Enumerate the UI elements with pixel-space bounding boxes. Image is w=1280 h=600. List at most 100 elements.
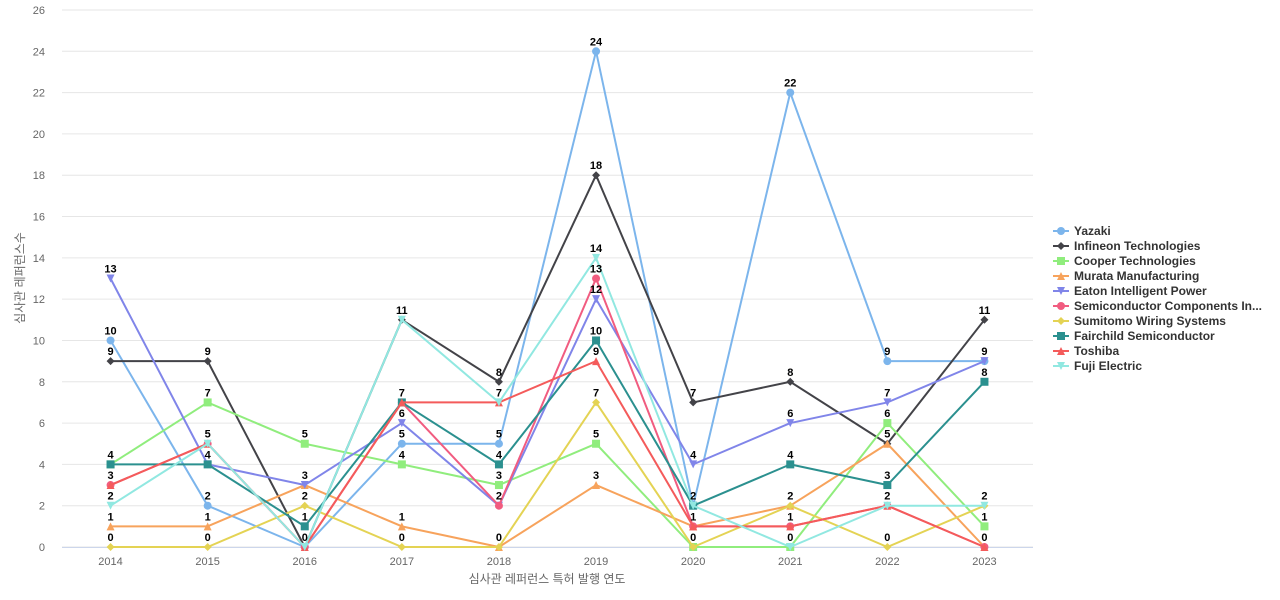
data-label: 11: [979, 305, 991, 317]
data-point: [592, 47, 601, 56]
data-point: [883, 439, 892, 448]
data-point: [689, 543, 698, 551]
data-point: [203, 439, 212, 448]
data-point: [592, 295, 601, 304]
legend-item[interactable]: Infineon Technologies: [1053, 239, 1201, 253]
data-label: 7: [399, 387, 405, 399]
data-point: [786, 419, 795, 428]
legend-item[interactable]: Fuji Electric: [1053, 359, 1142, 373]
data-label: 2: [107, 491, 113, 503]
data-point: [397, 439, 406, 448]
legend-label: Murata Manufacturing: [1074, 269, 1199, 283]
data-label: 2: [302, 491, 308, 503]
data-point: [980, 501, 989, 510]
data-label: 0: [399, 532, 405, 544]
data-point: [592, 439, 601, 448]
data-label: 1: [205, 511, 211, 523]
data-point: [106, 481, 115, 490]
series-toshiba[interactable]: [106, 357, 989, 551]
data-label: 7: [884, 387, 890, 399]
data-label: 1: [690, 511, 696, 523]
data-label: 2: [884, 491, 890, 503]
data-label: 12: [590, 284, 602, 296]
x-axis-title: 심사관 레퍼런스 특허 발행 연도: [469, 571, 626, 586]
series-fuji-electric[interactable]: [106, 253, 989, 551]
x-tick-label: 2018: [487, 556, 511, 568]
data-point: [592, 398, 601, 407]
data-label: 4: [205, 449, 212, 461]
data-label: 7: [593, 387, 599, 399]
data-point: [786, 522, 795, 531]
data-label: 22: [784, 78, 796, 90]
data-point: [592, 274, 601, 283]
data-point: [106, 460, 115, 469]
series-line: [110, 339, 986, 528]
y-tick-label: 26: [33, 5, 45, 17]
data-label: 4: [496, 449, 503, 461]
y-tick-label: 12: [33, 294, 45, 306]
data-point: [300, 439, 309, 448]
data-label: 18: [590, 160, 602, 172]
data-label: 8: [787, 367, 793, 379]
legend-item[interactable]: Fairchild Semiconductor: [1053, 329, 1215, 343]
data-label: 3: [107, 470, 113, 482]
data-point: [203, 543, 212, 551]
data-point: [397, 398, 406, 407]
data-label: 0: [205, 532, 211, 544]
data-label: 3: [302, 470, 308, 482]
data-label: 7: [205, 387, 211, 399]
data-point: [786, 501, 795, 510]
legend-item[interactable]: Eaton Intelligent Power: [1053, 284, 1207, 298]
data-label: 10: [104, 325, 116, 337]
legend-marker: [1057, 302, 1065, 310]
series-semiconductor-components-in[interactable]: [106, 274, 989, 552]
legend-item[interactable]: Murata Manufacturing: [1053, 269, 1199, 283]
legend-item[interactable]: Toshiba: [1053, 344, 1119, 358]
data-label: 9: [884, 346, 890, 358]
data-label: 9: [593, 346, 599, 358]
data-point: [689, 460, 698, 469]
data-point: [494, 481, 503, 490]
data-point: [397, 460, 406, 469]
legend-label: Fairchild Semiconductor: [1074, 329, 1215, 343]
data-point: [397, 315, 406, 324]
legend-item[interactable]: Sumitomo Wiring Systems: [1053, 314, 1226, 328]
data-point: [883, 419, 892, 428]
data-point: [494, 543, 503, 551]
data-point: [397, 543, 406, 551]
data-point: [786, 88, 795, 97]
data-label: 7: [496, 387, 502, 399]
data-point: [592, 336, 601, 345]
data-label: 2: [981, 491, 987, 503]
data-point: [300, 481, 309, 490]
x-tick-label: 2019: [584, 556, 608, 568]
data-label: 11: [396, 305, 408, 317]
data-label: 1: [302, 511, 308, 523]
data-point: [689, 501, 698, 510]
series-fairchild-semiconductor[interactable]: [106, 336, 989, 531]
data-point: [106, 357, 115, 366]
data-point: [592, 171, 601, 180]
legend-item[interactable]: Yazaki: [1053, 224, 1111, 238]
data-point: [980, 377, 989, 386]
legend-item[interactable]: Semiconductor Components In...: [1053, 299, 1262, 313]
legend-marker: [1057, 227, 1065, 235]
x-tick-label: 2023: [972, 556, 996, 568]
series-line: [110, 277, 985, 548]
data-label: 1: [981, 511, 987, 523]
data-label: 5: [593, 429, 599, 441]
data-point: [592, 357, 601, 366]
data-point: [494, 501, 503, 510]
data-point: [494, 439, 503, 448]
legend-marker: [1057, 287, 1065, 295]
data-point: [203, 501, 212, 510]
data-label: 0: [107, 532, 113, 544]
data-label: 4: [399, 449, 406, 461]
legend-item[interactable]: Cooper Technologies: [1053, 254, 1196, 268]
series-infineon-technologies[interactable]: [106, 171, 989, 551]
legend-marker: [1057, 257, 1065, 265]
data-label: 2: [787, 491, 793, 503]
data-point: [106, 543, 115, 551]
